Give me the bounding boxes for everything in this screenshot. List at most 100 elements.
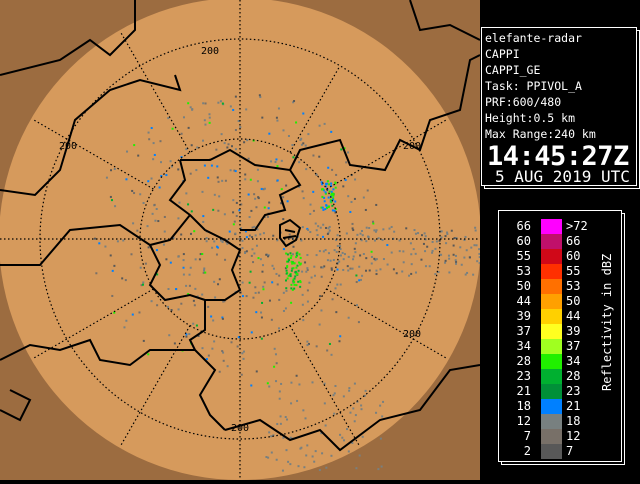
echo-pixel bbox=[249, 178, 252, 181]
prf: PRF:600/480 bbox=[485, 95, 562, 109]
echo-pixel bbox=[459, 246, 462, 249]
echo-pixel bbox=[280, 382, 283, 385]
echo-pixel bbox=[248, 234, 251, 237]
echo-pixel bbox=[297, 465, 300, 468]
echo-pixel bbox=[431, 249, 434, 252]
echo-pixel bbox=[146, 225, 149, 228]
echo-pixel bbox=[296, 399, 299, 402]
echo-pixel bbox=[340, 148, 343, 151]
echo-pixel bbox=[254, 291, 257, 294]
echo-pixel bbox=[335, 311, 338, 314]
echo-pixel bbox=[380, 465, 383, 468]
echo-pixel bbox=[255, 370, 258, 373]
echo-pixel bbox=[196, 146, 199, 149]
echo-pixel bbox=[275, 458, 278, 461]
echo-pixel bbox=[352, 258, 355, 261]
echo-pixel bbox=[131, 313, 134, 316]
echo-pixel bbox=[453, 237, 456, 240]
echo-pixel bbox=[428, 265, 431, 268]
echo-pixel bbox=[302, 319, 305, 322]
echo-pixel bbox=[285, 269, 288, 272]
echo-pixel bbox=[332, 194, 335, 197]
echo-pixel bbox=[254, 197, 257, 200]
echo-pixel bbox=[343, 147, 346, 150]
echo-pixel bbox=[189, 172, 192, 175]
echo-pixel bbox=[372, 220, 375, 223]
echo-pixel bbox=[296, 264, 299, 267]
echo-pixel bbox=[318, 155, 321, 158]
echo-pixel bbox=[267, 456, 270, 459]
legend-high: 12 bbox=[566, 429, 581, 443]
echo-pixel bbox=[355, 304, 358, 307]
echo-pixel bbox=[302, 142, 305, 145]
echo-pixel bbox=[332, 197, 335, 200]
echo-pixel bbox=[302, 409, 305, 412]
echo-pixel bbox=[188, 273, 191, 276]
echo-pixel bbox=[222, 300, 225, 303]
color-legend: 66 >72 60 66 55 60 53 55 50 53 44 50 39 44 37 3… bbox=[498, 210, 622, 462]
echo-pixel bbox=[299, 280, 302, 283]
echo-pixel bbox=[463, 238, 466, 241]
legend-row: 34 37 bbox=[499, 339, 609, 354]
echo-pixel bbox=[250, 331, 253, 334]
echo-pixel bbox=[306, 289, 309, 292]
echo-pixel bbox=[353, 247, 356, 250]
echo-pixel bbox=[290, 260, 293, 263]
echo-pixel bbox=[327, 231, 330, 234]
echo-pixel bbox=[287, 135, 290, 138]
echo-pixel bbox=[193, 304, 196, 307]
echo-pixel bbox=[325, 226, 328, 229]
echo-pixel bbox=[187, 203, 190, 206]
echo-pixel bbox=[291, 288, 294, 291]
echo-pixel bbox=[379, 404, 382, 407]
legend-row: 7 12 bbox=[499, 429, 609, 444]
echo-pixel bbox=[165, 258, 168, 261]
echo-pixel bbox=[373, 229, 376, 232]
echo-pixel bbox=[237, 255, 240, 258]
echo-pixel bbox=[298, 261, 301, 264]
echo-pixel bbox=[234, 129, 237, 132]
echo-pixel bbox=[147, 180, 150, 183]
echo-pixel bbox=[390, 225, 393, 228]
echo-pixel bbox=[160, 161, 163, 164]
echo-pixel bbox=[315, 254, 318, 257]
legend-high: 55 bbox=[566, 264, 581, 278]
echo-pixel bbox=[201, 293, 204, 296]
echo-pixel bbox=[188, 332, 191, 335]
echo-pixel bbox=[150, 300, 153, 303]
echo-pixel bbox=[295, 272, 298, 275]
echo-pixel bbox=[410, 253, 413, 256]
echo-pixel bbox=[245, 295, 248, 298]
echo-pixel bbox=[152, 158, 155, 161]
echo-pixel bbox=[273, 347, 276, 350]
echo-pixel bbox=[468, 256, 471, 259]
echo-pixel bbox=[229, 169, 232, 172]
echo-pixel bbox=[323, 265, 326, 268]
echo-pixel bbox=[276, 179, 279, 182]
echo-pixel bbox=[329, 259, 332, 262]
echo-pixel bbox=[287, 460, 290, 463]
legend-row: 18 21 bbox=[499, 399, 609, 414]
echo-pixel bbox=[110, 169, 113, 172]
echo-pixel bbox=[285, 272, 288, 275]
radar-map[interactable]: 200 200 200 200 200 bbox=[0, 0, 481, 480]
echo-pixel bbox=[305, 168, 308, 171]
echo-pixel bbox=[192, 299, 195, 302]
echo-pixel bbox=[278, 298, 281, 301]
echo-pixel bbox=[315, 345, 318, 348]
echo-pixel bbox=[332, 192, 335, 195]
echo-pixel bbox=[321, 195, 324, 198]
echo-pixel bbox=[271, 281, 274, 284]
echo-pixel bbox=[478, 248, 481, 251]
echo-pixel bbox=[156, 304, 159, 307]
echo-pixel bbox=[203, 119, 206, 122]
echo-pixel bbox=[316, 234, 319, 237]
echo-pixel bbox=[382, 400, 385, 403]
echo-pixel bbox=[217, 209, 220, 212]
echo-pixel bbox=[300, 143, 303, 146]
echo-pixel bbox=[208, 116, 211, 119]
echo-pixel bbox=[236, 345, 239, 348]
echo-pixel bbox=[347, 195, 350, 198]
legend-low: 66 bbox=[516, 219, 531, 233]
echo-pixel bbox=[286, 253, 289, 256]
